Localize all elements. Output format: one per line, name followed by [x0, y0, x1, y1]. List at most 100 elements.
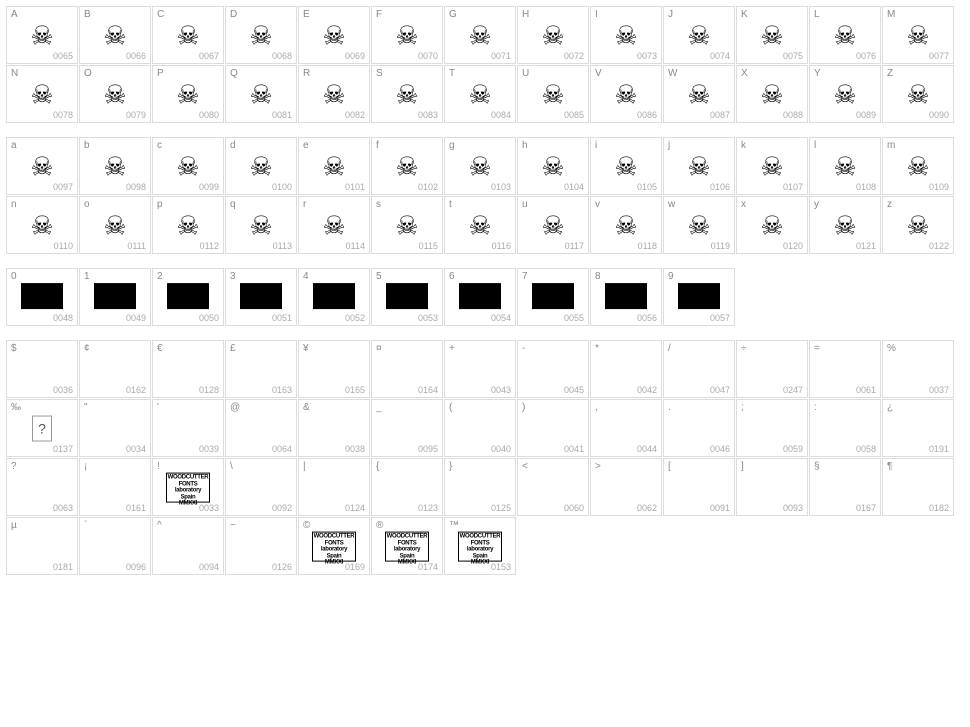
- charmap-cell[interactable]: o☠0111: [79, 196, 151, 254]
- charmap-cell[interactable]: R☠0082: [298, 65, 370, 123]
- charmap-cell[interactable]: w☠0119: [663, 196, 735, 254]
- charmap-cell[interactable]: h☠0104: [517, 137, 589, 195]
- charmap-cell[interactable]: _0095: [371, 399, 443, 457]
- charmap-cell[interactable]: 90057: [663, 268, 735, 326]
- charmap-cell[interactable]: ;0059: [736, 399, 808, 457]
- charmap-cell[interactable]: H☠0072: [517, 6, 589, 64]
- charmap-cell[interactable]: /0047: [663, 340, 735, 398]
- charmap-cell[interactable]: ™WOODCUTTER FONTS laboratory Spain MMXXI…: [444, 517, 516, 575]
- charmap-cell[interactable]: T☠0084: [444, 65, 516, 123]
- charmap-cell[interactable]: 00048: [6, 268, 78, 326]
- charmap-cell[interactable]: f☠0102: [371, 137, 443, 195]
- charmap-cell[interactable]: "0034: [79, 399, 151, 457]
- charmap-cell[interactable]: M☠0077: [882, 6, 954, 64]
- charmap-cell[interactable]: <0060: [517, 458, 589, 516]
- charmap-cell[interactable]: *0042: [590, 340, 662, 398]
- charmap-cell[interactable]: 40052: [298, 268, 370, 326]
- charmap-cell[interactable]: ®WOODCUTTER FONTS laboratory Spain MMXXI…: [371, 517, 443, 575]
- charmap-cell[interactable]: 10049: [79, 268, 151, 326]
- charmap-cell[interactable]: :0058: [809, 399, 881, 457]
- charmap-cell[interactable]: F☠0070: [371, 6, 443, 64]
- charmap-cell[interactable]: K☠0075: [736, 6, 808, 64]
- charmap-cell[interactable]: V☠0086: [590, 65, 662, 123]
- charmap-cell[interactable]: '0039: [152, 399, 224, 457]
- charmap-cell[interactable]: €0128: [152, 340, 224, 398]
- charmap-cell[interactable]: N☠0078: [6, 65, 78, 123]
- charmap-cell[interactable]: ^0094: [152, 517, 224, 575]
- charmap-cell[interactable]: §0167: [809, 458, 881, 516]
- charmap-cell[interactable]: ¢0162: [79, 340, 151, 398]
- charmap-cell[interactable]: C☠0067: [152, 6, 224, 64]
- charmap-cell[interactable]: v☠0118: [590, 196, 662, 254]
- charmap-cell[interactable]: r☠0114: [298, 196, 370, 254]
- charmap-cell[interactable]: L☠0076: [809, 6, 881, 64]
- charmap-cell[interactable]: X☠0088: [736, 65, 808, 123]
- charmap-cell[interactable]: j☠0106: [663, 137, 735, 195]
- charmap-cell[interactable]: ©WOODCUTTER FONTS laboratory Spain MMXXI…: [298, 517, 370, 575]
- charmap-cell[interactable]: (0040: [444, 399, 516, 457]
- charmap-cell[interactable]: O☠0079: [79, 65, 151, 123]
- charmap-cell[interactable]: £0163: [225, 340, 297, 398]
- charmap-cell[interactable]: x☠0120: [736, 196, 808, 254]
- charmap-cell[interactable]: l☠0108: [809, 137, 881, 195]
- charmap-cell[interactable]: ¡0161: [79, 458, 151, 516]
- charmap-cell[interactable]: 80056: [590, 268, 662, 326]
- charmap-cell[interactable]: \0092: [225, 458, 297, 516]
- charmap-cell[interactable]: G☠0071: [444, 6, 516, 64]
- charmap-cell[interactable]: ,0044: [590, 399, 662, 457]
- charmap-cell[interactable]: Q☠0081: [225, 65, 297, 123]
- charmap-cell[interactable]: }0125: [444, 458, 516, 516]
- charmap-cell[interactable]: {0123: [371, 458, 443, 516]
- charmap-cell[interactable]: s☠0115: [371, 196, 443, 254]
- charmap-cell[interactable]: I☠0073: [590, 6, 662, 64]
- charmap-cell[interactable]: Z☠0090: [882, 65, 954, 123]
- charmap-cell[interactable]: a☠0097: [6, 137, 78, 195]
- charmap-cell[interactable]: 70055: [517, 268, 589, 326]
- charmap-cell[interactable]: )0041: [517, 399, 589, 457]
- charmap-cell[interactable]: Y☠0089: [809, 65, 881, 123]
- charmap-cell[interactable]: !WOODCUTTER FONTS laboratory Spain MMXXI…: [152, 458, 224, 516]
- charmap-cell[interactable]: B☠0066: [79, 6, 151, 64]
- charmap-cell[interactable]: d☠0100: [225, 137, 297, 195]
- charmap-cell[interactable]: 50053: [371, 268, 443, 326]
- charmap-cell[interactable]: ]0093: [736, 458, 808, 516]
- charmap-cell[interactable]: -0045: [517, 340, 589, 398]
- charmap-cell[interactable]: g☠0103: [444, 137, 516, 195]
- charmap-cell[interactable]: q☠0113: [225, 196, 297, 254]
- charmap-cell[interactable]: J☠0074: [663, 6, 735, 64]
- charmap-cell[interactable]: @0064: [225, 399, 297, 457]
- charmap-cell[interactable]: .0046: [663, 399, 735, 457]
- charmap-cell[interactable]: µ0181: [6, 517, 78, 575]
- charmap-cell[interactable]: [0091: [663, 458, 735, 516]
- charmap-cell[interactable]: p☠0112: [152, 196, 224, 254]
- charmap-cell[interactable]: ¤0164: [371, 340, 443, 398]
- charmap-cell[interactable]: ¶0182: [882, 458, 954, 516]
- charmap-cell[interactable]: A☠0065: [6, 6, 78, 64]
- charmap-cell[interactable]: ~0126: [225, 517, 297, 575]
- charmap-cell[interactable]: z☠0122: [882, 196, 954, 254]
- charmap-cell[interactable]: ?0063: [6, 458, 78, 516]
- charmap-cell[interactable]: S☠0083: [371, 65, 443, 123]
- charmap-cell[interactable]: c☠0099: [152, 137, 224, 195]
- charmap-cell[interactable]: U☠0085: [517, 65, 589, 123]
- charmap-cell[interactable]: b☠0098: [79, 137, 151, 195]
- charmap-cell[interactable]: 20050: [152, 268, 224, 326]
- charmap-cell[interactable]: W☠0087: [663, 65, 735, 123]
- charmap-cell[interactable]: ‰?0137: [6, 399, 78, 457]
- charmap-cell[interactable]: t☠0116: [444, 196, 516, 254]
- charmap-cell[interactable]: 60054: [444, 268, 516, 326]
- charmap-cell[interactable]: `0096: [79, 517, 151, 575]
- charmap-cell[interactable]: D☠0068: [225, 6, 297, 64]
- charmap-cell[interactable]: +0043: [444, 340, 516, 398]
- charmap-cell[interactable]: n☠0110: [6, 196, 78, 254]
- charmap-cell[interactable]: $0036: [6, 340, 78, 398]
- charmap-cell[interactable]: P☠0080: [152, 65, 224, 123]
- charmap-cell[interactable]: >0062: [590, 458, 662, 516]
- charmap-cell[interactable]: y☠0121: [809, 196, 881, 254]
- charmap-cell[interactable]: E☠0069: [298, 6, 370, 64]
- charmap-cell[interactable]: ¿0191: [882, 399, 954, 457]
- charmap-cell[interactable]: u☠0117: [517, 196, 589, 254]
- charmap-cell[interactable]: 30051: [225, 268, 297, 326]
- charmap-cell[interactable]: k☠0107: [736, 137, 808, 195]
- charmap-cell[interactable]: ¥0165: [298, 340, 370, 398]
